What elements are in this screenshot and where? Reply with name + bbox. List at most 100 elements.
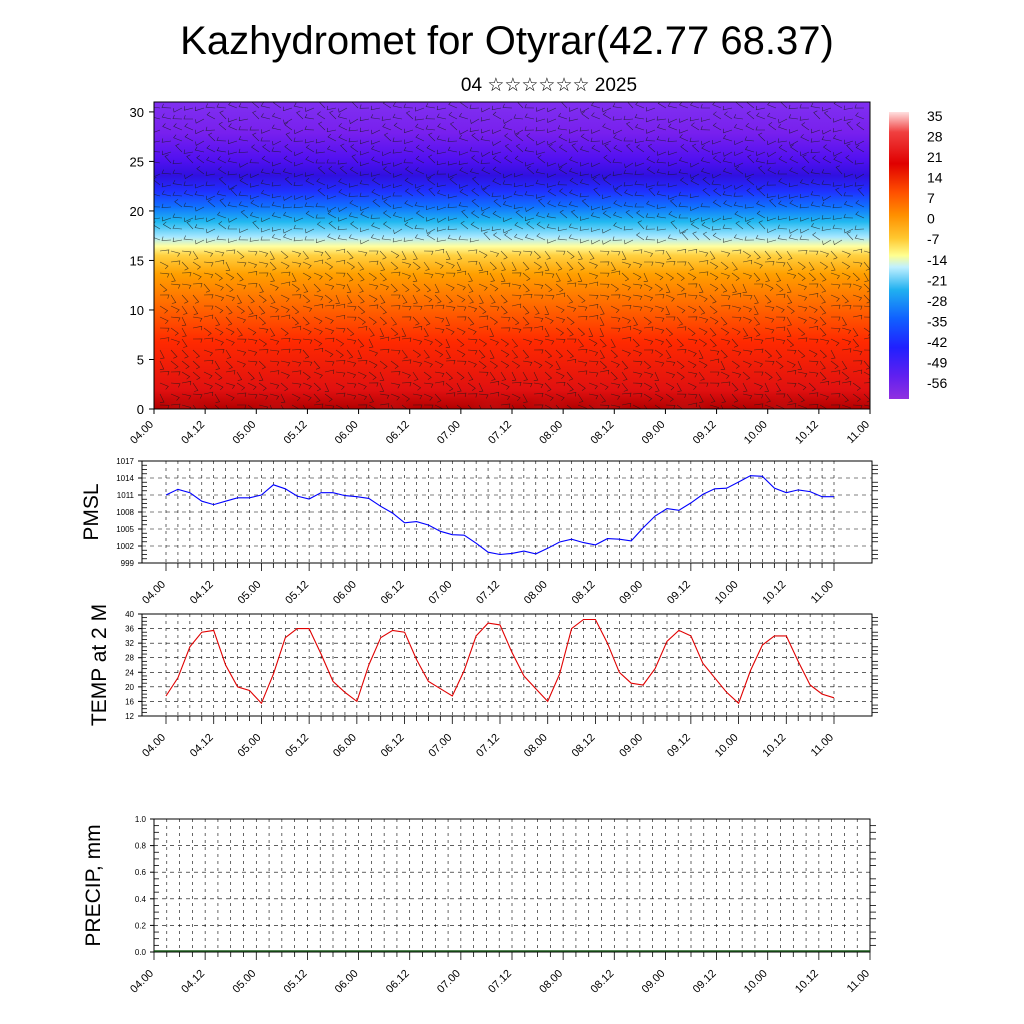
wind-barb	[415, 123, 425, 131]
wind-barb	[621, 250, 627, 260]
wind-barb	[162, 150, 172, 156]
wind-barb	[360, 161, 370, 167]
wind-barb	[447, 161, 458, 166]
wind-barb	[621, 382, 629, 392]
wind-barb	[357, 360, 368, 365]
wind-barb	[291, 316, 300, 326]
colorbar-label: -14	[927, 252, 947, 268]
wind-barb	[170, 349, 178, 359]
wind-barb	[555, 360, 561, 370]
wind-barb	[742, 404, 747, 409]
wind-barb	[247, 250, 258, 256]
wind-barb	[236, 261, 247, 267]
wind-barb	[522, 349, 530, 359]
wind-barb	[467, 338, 478, 344]
wind-barb	[392, 192, 403, 197]
wind-barb	[258, 382, 267, 391]
wind-barb	[863, 250, 870, 253]
wind-barb	[269, 283, 279, 291]
wind-barb	[687, 305, 697, 314]
wind-barb	[181, 261, 189, 271]
wind-barb	[612, 116, 623, 121]
wind-barb	[203, 337, 214, 342]
wind-barb	[401, 316, 412, 321]
wind-barb	[577, 272, 583, 282]
x-tick-label: 06.12	[384, 968, 412, 996]
wind-barb	[855, 211, 865, 219]
wind-barb	[679, 102, 689, 109]
wind-barb	[416, 188, 425, 197]
precip-chart: 0.00.20.40.60.81.004.00 04.12 05.00 05.12 06…	[82, 815, 876, 996]
wind-barb	[678, 191, 689, 197]
wind-barb	[302, 294, 311, 304]
wind-barb	[720, 381, 731, 386]
wind-barb	[788, 182, 799, 188]
wind-barb	[291, 370, 302, 375]
wind-barb	[610, 250, 621, 256]
wind-barb	[159, 305, 169, 314]
wind-barb	[304, 125, 315, 131]
wind-barb	[183, 115, 194, 120]
wind-barb	[799, 179, 810, 186]
wind-barb	[401, 261, 412, 268]
wind-barb	[623, 169, 634, 175]
wind-barb	[203, 327, 212, 336]
wind-barb	[557, 125, 568, 131]
wind-barb	[643, 283, 653, 292]
wind-barb	[228, 184, 238, 190]
wind-barb	[269, 393, 280, 400]
wind-barb	[698, 305, 706, 315]
wind-barb	[690, 177, 700, 186]
wind-barb	[555, 261, 563, 271]
wind-barb	[170, 403, 181, 409]
wind-barb	[305, 177, 315, 186]
wind-barb	[357, 393, 368, 401]
wind-barb	[533, 261, 543, 270]
wind-barb	[522, 393, 528, 403]
wind-barb	[610, 338, 616, 348]
wind-barb	[720, 261, 729, 270]
wind-barb	[445, 305, 456, 312]
wind-barb	[412, 250, 418, 260]
wind-barb	[478, 393, 489, 399]
wind-barb	[636, 210, 645, 219]
wind-barb	[456, 327, 466, 335]
wind-barb	[731, 404, 741, 409]
wind-barb	[360, 151, 370, 156]
wind-barb	[478, 294, 484, 304]
x-tick-label: 05.12	[282, 968, 310, 996]
wind-barb	[161, 190, 172, 197]
wind-barb	[238, 148, 249, 154]
wind-barb	[767, 228, 777, 234]
wind-barb	[500, 282, 511, 288]
wind-barb	[753, 382, 763, 390]
wind-barb	[445, 360, 456, 365]
wind-barb	[621, 305, 632, 310]
wind-barb	[282, 204, 293, 209]
wind-barb	[756, 112, 766, 120]
wind-barb	[302, 404, 307, 409]
wind-barb	[382, 195, 392, 200]
wind-barb	[863, 349, 870, 351]
wind-barb	[203, 294, 214, 299]
wind-barb	[360, 239, 370, 245]
wind-barb	[368, 338, 374, 348]
wind-barb	[401, 294, 408, 304]
wind-barb	[382, 102, 392, 109]
wind-barb	[492, 150, 502, 156]
y-tick-label: 36	[125, 625, 134, 634]
wind-barb	[831, 316, 841, 321]
x-tick-label: 06.00	[333, 968, 361, 996]
wind-barb	[401, 272, 411, 280]
wind-barb	[764, 250, 772, 260]
wind-barb	[313, 371, 323, 379]
wind-barb	[742, 382, 748, 392]
x-tick-label: 09.12	[691, 419, 719, 447]
wind-barb	[592, 176, 601, 186]
wind-barb	[346, 305, 357, 311]
wind-barb	[588, 349, 599, 356]
wind-barb	[370, 172, 381, 177]
wind-barb	[238, 235, 249, 241]
x-tick-label: 08.00	[522, 732, 550, 760]
